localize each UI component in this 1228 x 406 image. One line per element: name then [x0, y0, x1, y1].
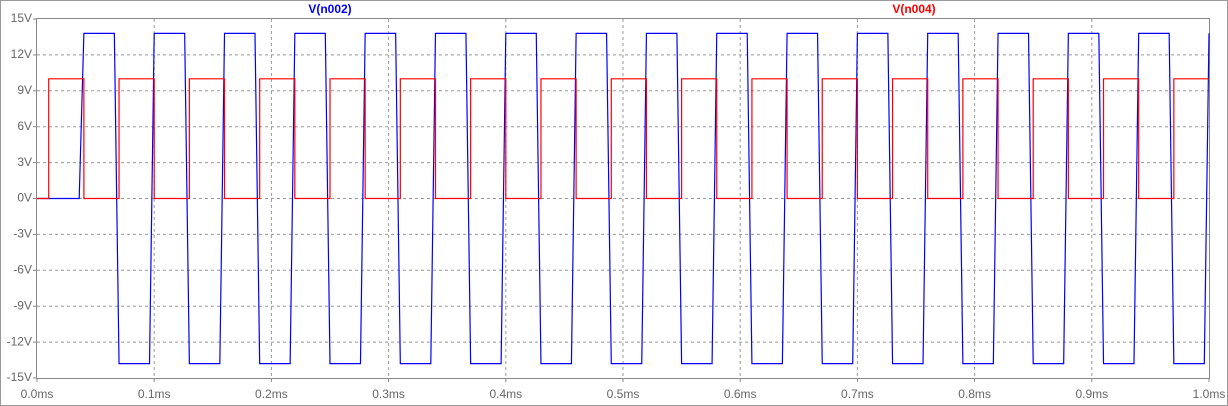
x-tick-label: 0.1ms — [138, 387, 171, 401]
legend-label: V(n004) — [892, 2, 935, 16]
series-line — [37, 32, 1210, 365]
series-line — [37, 78, 1209, 200]
x-tick-label: 0.4ms — [489, 387, 522, 401]
x-tick-label: 0.9ms — [1075, 387, 1108, 401]
y-tick-label: -6V — [13, 262, 32, 276]
y-tick-label: 3V — [17, 155, 32, 169]
x-tick-label: 0.5ms — [607, 387, 640, 401]
x-tick-label: 0.7ms — [841, 387, 874, 401]
y-tick-label: 12V — [11, 47, 32, 61]
x-tick-label: 0.3ms — [372, 387, 405, 401]
x-tick-label: 1.0ms — [1193, 387, 1226, 401]
x-tick-label: 0.6ms — [724, 387, 757, 401]
y-tick-label: 9V — [17, 83, 32, 97]
y-tick-label: -3V — [13, 227, 32, 241]
y-tick-label: 6V — [17, 119, 32, 133]
x-tick-label: 0.8ms — [958, 387, 991, 401]
y-tick-label: -12V — [7, 334, 32, 348]
y-tick-label: 15V — [11, 11, 32, 25]
y-tick-label: -9V — [13, 298, 32, 312]
y-tick-label: 0V — [17, 191, 32, 205]
y-tick-label: -15V — [7, 370, 32, 384]
legend-label: V(n002) — [308, 2, 351, 16]
x-tick-label: 0.2ms — [255, 387, 288, 401]
x-tick-label: 0.0ms — [21, 387, 54, 401]
